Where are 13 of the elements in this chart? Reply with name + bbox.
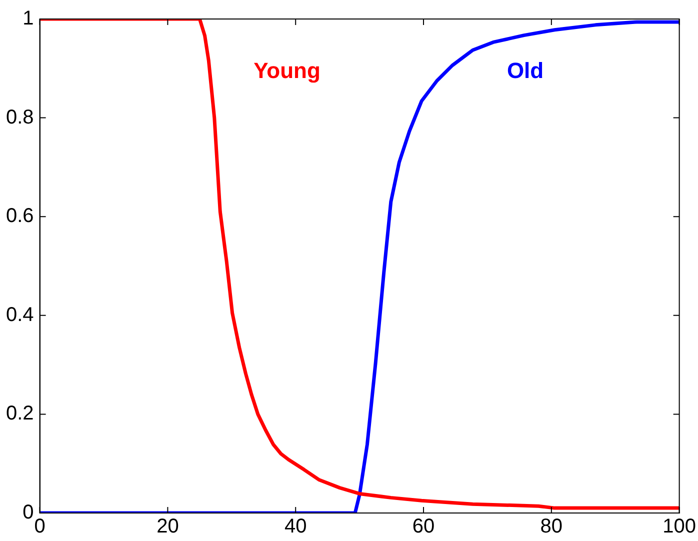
y-tick-label: 0.2	[6, 402, 34, 425]
x-tick-label: 40	[284, 516, 307, 538]
y-tick-label: 0	[22, 502, 34, 524]
y-tick-label: 0.8	[6, 106, 34, 128]
series-label: Young	[254, 58, 320, 84]
x-tick-label: 80	[540, 516, 563, 538]
series-label: Old	[506, 58, 544, 84]
y-tick-label: 1	[22, 8, 34, 30]
x-tick-label: 100	[662, 516, 696, 538]
y-tick-label: 0.6	[6, 205, 34, 228]
y-tick-label: 0.4	[6, 304, 34, 326]
x-tick-label: 20	[156, 516, 179, 538]
x-tick-label: 60	[412, 516, 435, 538]
